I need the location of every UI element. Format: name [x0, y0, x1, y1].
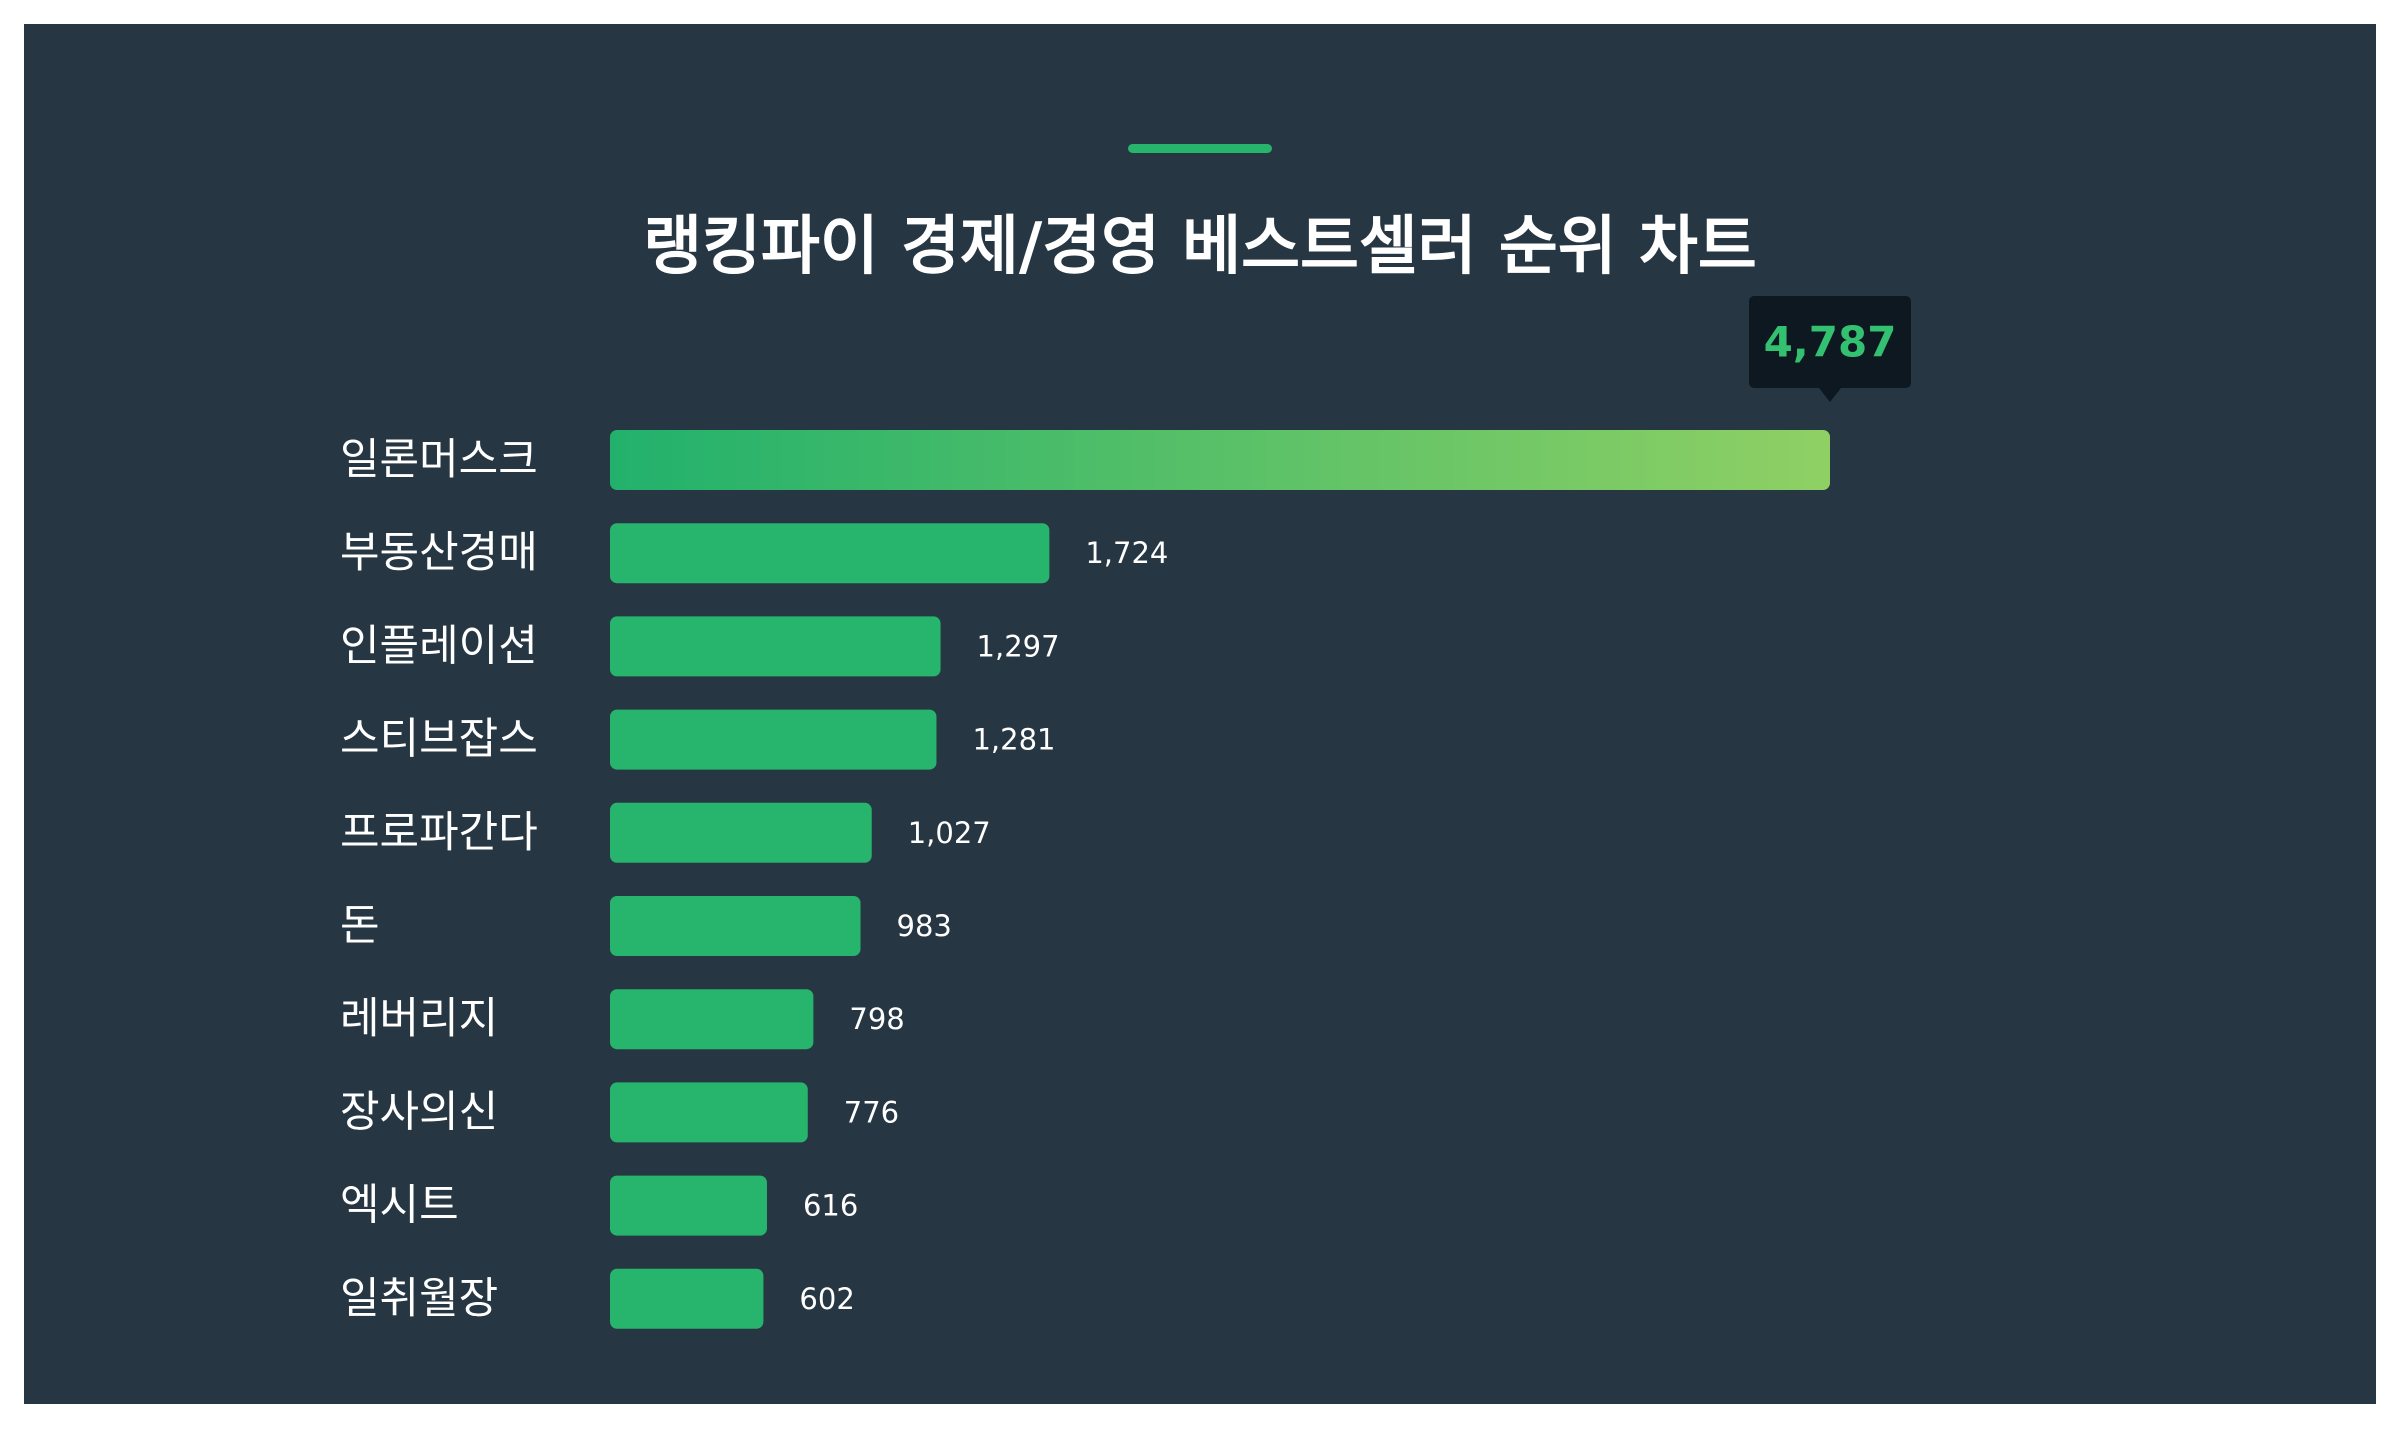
value-tooltip [1749, 296, 1911, 388]
bar-row: 일취월장 602 [340, 1268, 855, 1329]
bar [610, 896, 861, 956]
data-label: 1,297 [977, 629, 1060, 663]
category-label: 프로파간다 [340, 808, 538, 858]
bar-row: 일론머스크 4,787 [340, 296, 1911, 490]
data-label: 1,281 [972, 723, 1055, 757]
bar-row: 프로파간다 1,027 [340, 802, 991, 863]
bar [610, 430, 1830, 490]
bar-row: 장사의신 776 [340, 1082, 899, 1143]
data-label: 4,787 [1764, 318, 1897, 367]
value-tooltip-arrow [1819, 388, 1841, 402]
data-label: 983 [897, 909, 952, 943]
bar [610, 523, 1050, 584]
data-label: 602 [799, 1282, 854, 1316]
category-label: 레버리지 [340, 994, 498, 1044]
bar [610, 709, 937, 770]
bar [610, 1175, 767, 1236]
title-accent-line [1128, 144, 1272, 153]
data-label: 1,027 [908, 816, 991, 850]
category-label: 스티브잡스 [340, 715, 538, 765]
bar-row: 돈 983 [340, 896, 952, 956]
category-label: 엑시트 [340, 1181, 459, 1231]
category-label: 부동산경매 [340, 528, 538, 578]
bars-layer: 일론머스크 4,787 부동산경매 1,724 인플레이션 1,297 스티브잡스 1,281… [340, 296, 1911, 1329]
bar [610, 1268, 764, 1329]
bar-row: 부동산경매 1,724 [340, 523, 1168, 584]
data-label: 616 [803, 1189, 858, 1223]
bar-chart: 일론머스크 4,787 부동산경매 1,724 인플레이션 1,297 스티브잡스 1,281… [340, 296, 1911, 1329]
bar-row: 인플레이션 1,297 [340, 616, 1060, 677]
category-label: 일취월장 [340, 1274, 498, 1324]
category-label: 인플레이션 [340, 621, 538, 671]
category-label: 장사의신 [340, 1087, 498, 1137]
bar-row: 스티브잡스 1,281 [340, 709, 1056, 770]
chart-frame: 랭킹파이 경제/경영 베스트셀러 순위 차트 일론머스크 4,787 부동산경매 1,… [24, 24, 2376, 1404]
bar [610, 1082, 808, 1143]
bar [610, 616, 941, 677]
category-label: 돈 [340, 901, 380, 951]
data-label: 776 [844, 1095, 899, 1129]
bar-row: 엑시트 616 [340, 1175, 858, 1236]
data-label: 798 [849, 1002, 904, 1036]
bar [610, 989, 814, 1050]
bar-row: 레버리지 798 [340, 989, 905, 1050]
chart-title: 랭킹파이 경제/경영 베스트셀러 순위 차트 [643, 210, 1757, 284]
bar [610, 802, 872, 863]
data-label: 1,724 [1085, 536, 1168, 570]
category-label: 일론머스크 [340, 435, 538, 485]
